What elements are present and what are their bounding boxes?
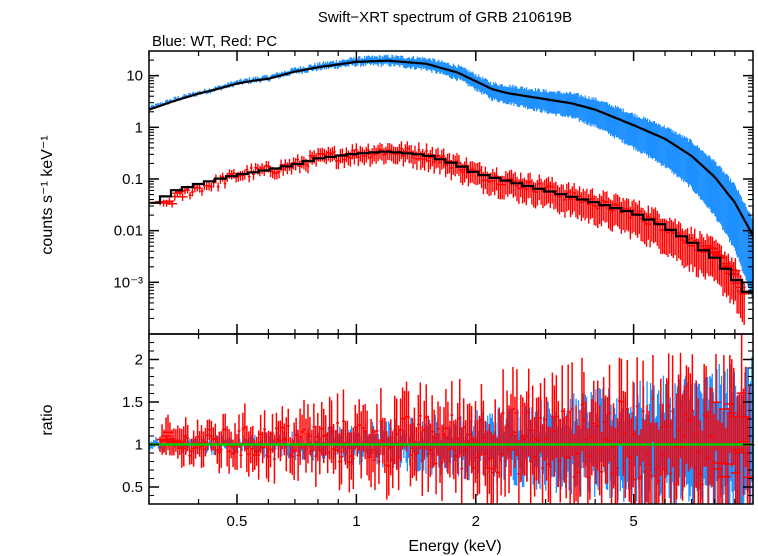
ratio-panel: 0.5 1 2 5 2 1.5 1 0.5 ratio Energy (keV) (39, 333, 755, 555)
spectrum-axes: 10 1 0.1 0.01 10⁻³ (113, 50, 753, 334)
wt-model-curve (148, 59, 754, 237)
y-tick-label: 0.01 (114, 223, 143, 240)
spectrum-data-layer (148, 54, 754, 325)
x-tick-label: 1 (352, 513, 360, 530)
x-tick-label: 5 (629, 513, 637, 530)
ratio-y-axis-label: ratio (39, 404, 56, 435)
chart-title: Swift−XRT spectrum of GRB 210619B (318, 9, 572, 26)
x-axis-label: Energy (keV) (408, 538, 501, 555)
spectrum-panel-frame (148, 50, 754, 335)
y-tick-label: 10⁻³ (113, 274, 143, 291)
x-tick-label: 2 (472, 513, 480, 530)
ratio-data-layer (148, 334, 755, 504)
ratio-axes: 0.5 1 2 5 2 1.5 1 0.5 (122, 334, 753, 530)
y-tick-label: 1 (135, 119, 143, 136)
y-tick-label: 10 (126, 68, 143, 85)
chart-subtitle: Blue: WT, Red: PC (152, 33, 277, 50)
y-tick-label: 2 (135, 352, 143, 369)
spectrum-y-axis-label: counts s⁻¹ keV⁻¹ (39, 135, 56, 254)
spectrum-panel: 10 1 0.1 0.01 10⁻³ counts s⁻¹ keV⁻¹ (39, 50, 754, 335)
pc-model-curve (149, 150, 753, 293)
y-tick-label: 0.5 (122, 479, 143, 496)
x-tick-label: 0.5 (227, 513, 248, 530)
y-tick-label: 1 (135, 437, 143, 454)
y-tick-label: 0.1 (122, 171, 143, 188)
y-tick-label: 1.5 (122, 394, 143, 411)
